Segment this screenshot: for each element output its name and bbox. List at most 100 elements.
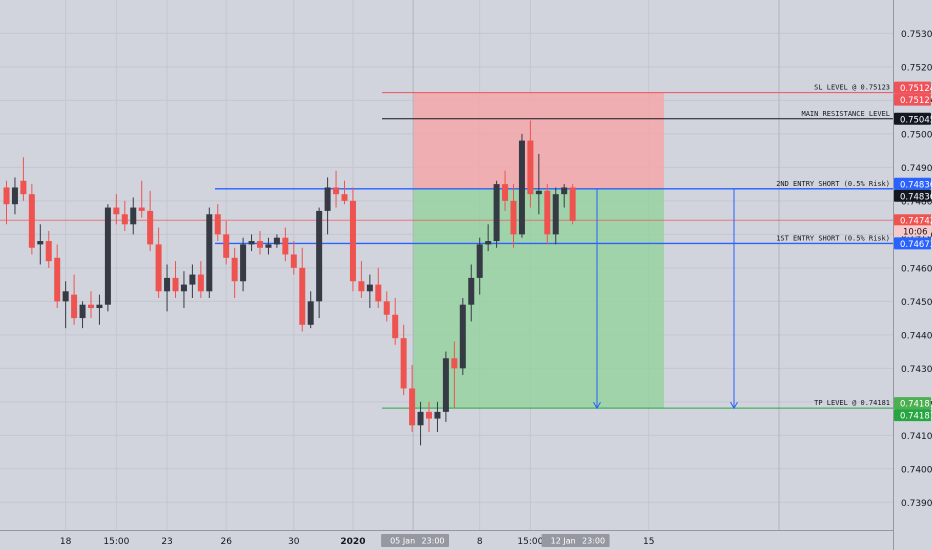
candle-body [400,338,407,389]
candle-body [434,411,441,419]
candle-body [257,241,263,248]
resistance-tag-text: 0.75045 [900,115,932,125]
resistance-tag-bg [894,112,931,125]
entry-1-label: 1ST ENTRY SHORT (0.5% Risk) [776,234,890,242]
arrow-head-icon [593,401,601,410]
crosshair-date-text: 05 Jan '20 [390,537,430,546]
candle-body [147,210,154,245]
candle-body [62,291,69,302]
candle-body [307,301,314,325]
time-tick-label: 15 [643,537,654,547]
time-tick-label: 2020 [340,537,365,547]
candle-body [54,257,61,302]
candle-body [502,184,509,201]
time-tick-label: 26 [220,537,232,547]
take-profit-zone [413,188,664,409]
candle-body [11,187,18,205]
candle-body [223,234,230,258]
candle-body [3,187,10,205]
candle-body [333,187,340,195]
current-price-value: 0.74742 [900,216,932,226]
candle-body [214,214,221,235]
time-tick-label: 23 [161,537,172,547]
candle-body [527,140,534,195]
crosshair-date-tag [417,534,449,547]
candle-body [493,184,500,242]
crosshair-date-tag [577,534,610,547]
candle-body [189,274,196,285]
arrow-head-icon [730,401,738,410]
entry-1-tag-text: 0.74673 [900,240,932,250]
candle-body [71,294,78,319]
candle-body [476,244,483,278]
candle-body [383,301,390,315]
resistance-label: MAIN RESISTANCE LEVEL [801,110,890,118]
candle-body [79,304,86,319]
candle-body [349,200,356,282]
candle-body [155,244,162,292]
candle-body [324,187,331,211]
candle-body [409,388,416,426]
candle-body [45,241,52,262]
entry-2-tag-text: 0.74836 [900,192,932,202]
time-tick-label: 18 [60,537,72,547]
candle-body [28,194,35,248]
candle-body [130,207,137,225]
candle-body [366,284,373,292]
candle-body [164,277,171,292]
candle-body [265,244,272,248]
tp-tag-bg [894,409,931,422]
crosshair-date-text: 23:00 [421,537,444,546]
candle-body [451,358,458,369]
candle-body [442,358,449,412]
tp-tag-text: 0.74181 [900,400,932,410]
candle-body [561,187,568,195]
candle-body [104,207,111,305]
candle-body [510,200,517,235]
entry-2-tag-bg [894,189,931,202]
time-tick-label: 8 [477,537,483,547]
candle-body [88,304,94,309]
sl-tag-text: 0.75124 [900,84,932,94]
sl-tag-bg [894,81,931,94]
time-tick-label: 30 [288,537,300,547]
candle-body [544,190,551,235]
sl-tag-text: 0.75123 [900,96,932,106]
candle-body [468,277,475,305]
candle-body [569,187,576,221]
candle-body [248,241,255,245]
entry-1-tag-bg [894,237,931,250]
candle-body [206,214,213,292]
candle-body [240,244,247,282]
tp-tag-text: 0.74181 [900,412,932,422]
time-tick-label: 15:00 [517,537,543,547]
candle-body [231,257,238,282]
candle-body [485,241,492,245]
crosshair-date-text: 12 Jan '20 [551,537,591,546]
tp-tag-bg [894,397,931,410]
sl-label: SL LEVEL @ 0.75123 [814,84,890,92]
candle-body [20,180,27,195]
candle-body [316,210,323,302]
candle-body [290,254,297,268]
candle-body [121,214,128,225]
candle-body [459,304,466,369]
candle-body [417,411,424,426]
current-price-tag-top [894,214,931,226]
candle-body [375,284,382,302]
candle-body [197,274,204,292]
crosshair-date-text: 23:00 [582,537,605,546]
candle-body [96,304,103,309]
